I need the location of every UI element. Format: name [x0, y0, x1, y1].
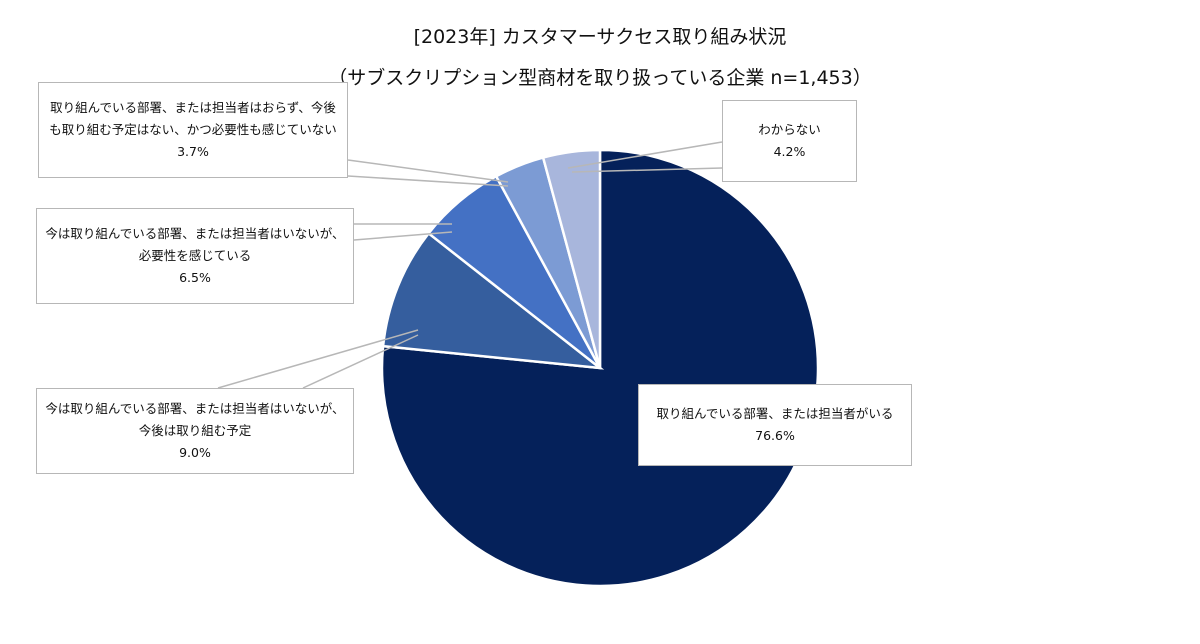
slice-label-text: 取り組んでいる部署、または担当者はおらず、今後 — [50, 100, 336, 115]
leader-line-unknown — [567, 141, 723, 169]
data-label-planned: 今は取り組んでいる部署、または担当者はいないが、 今後は取り組む予定 9.0% — [36, 388, 354, 474]
data-label-unknown: わからない 4.2% — [722, 100, 857, 182]
slice-label-text: 必要性を感じている — [138, 248, 252, 263]
leader-line-planned — [217, 329, 419, 389]
slice-value-label: 6.5% — [179, 270, 211, 285]
pie-slice-unknown — [541, 148, 602, 369]
slice-label-text: 今は取り組んでいる部署、または担当者はいないが、 — [45, 401, 345, 416]
slice-label-text: わからない — [758, 122, 821, 137]
data-label-needed: 今は取り組んでいる部署、または担当者はいないが、 必要性を感じている 6.5% — [36, 208, 354, 304]
slice-value-label: 4.2% — [773, 144, 806, 159]
chart-title: [2023年] カスタマーサクセス取り組み状況 — [413, 26, 787, 48]
slice-value-label: 3.7% — [177, 144, 209, 159]
slice-label-text: 取り組んでいる部署、または担当者がいる — [656, 406, 894, 421]
slice-value-label: 76.6% — [755, 428, 795, 443]
leader-line-planned — [302, 334, 419, 389]
data-label-in-progress: 取り組んでいる部署、または担当者がいる 76.6% — [638, 384, 912, 466]
leader-line-not-planned — [347, 175, 509, 187]
leader-line-unknown — [571, 167, 723, 173]
slice-value-label: 9.0% — [179, 445, 211, 460]
slice-label-text: 今は取り組んでいる部署、または担当者はいないが、 — [45, 226, 345, 241]
chart-subtitle: （サブスクリプション型商材を取り扱っている企業 n=1,453） — [328, 67, 872, 89]
leader-line-needed — [353, 231, 453, 241]
leader-line-not-planned — [347, 159, 509, 183]
slice-label-text: も取り組む予定はない、かつ必要性も感じていない — [49, 122, 337, 137]
slice-label-text: 今後は取り組む予定 — [138, 423, 252, 438]
data-label-not-planned: 取り組んでいる部署、または担当者はおらず、今後 も取り組む予定はない、かつ必要性も… — [38, 82, 348, 178]
